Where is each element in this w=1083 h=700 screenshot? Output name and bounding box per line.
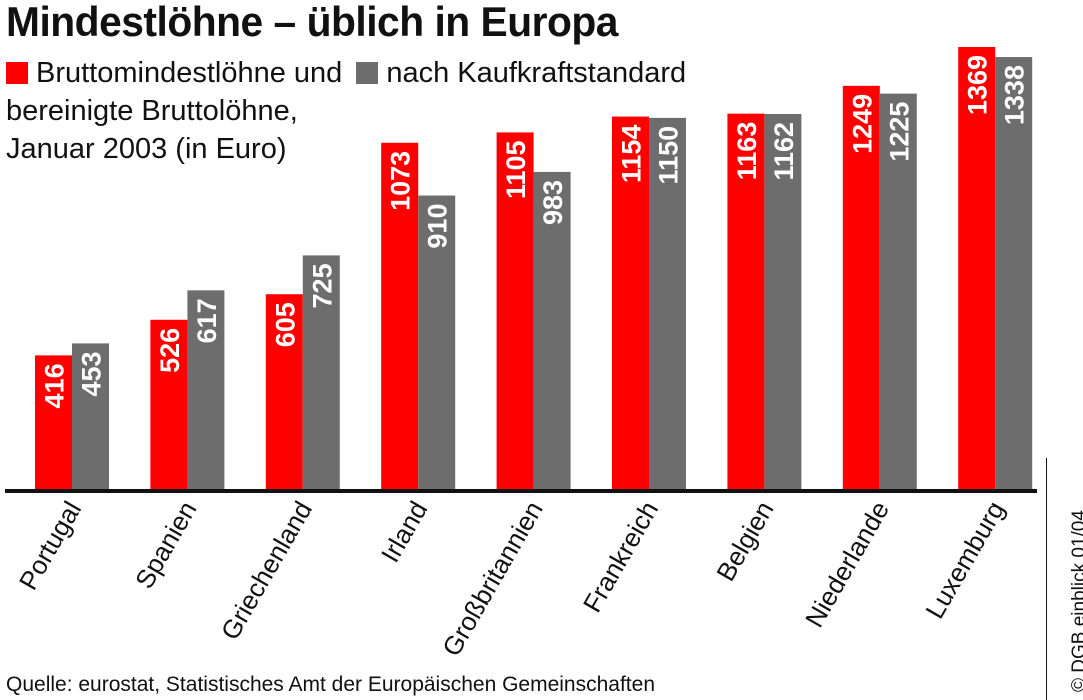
value-label-kaufkraft-6: 1162 bbox=[769, 122, 799, 181]
bar-kaufkraft-1 bbox=[187, 290, 225, 490]
bar-kaufkraft-2 bbox=[302, 255, 340, 490]
value-label-brutto-4: 1105 bbox=[501, 140, 531, 199]
bar-brutto-2 bbox=[265, 294, 303, 490]
value-label-brutto-8: 1369 bbox=[963, 55, 993, 115]
bar-brutto-1 bbox=[150, 319, 188, 490]
category-label-3: Irland bbox=[375, 496, 434, 567]
legend-row-1: Bruttomindestlöhne und nach Kaufkraftsta… bbox=[6, 54, 686, 92]
bar-brutto-8 bbox=[958, 47, 996, 490]
value-label-kaufkraft-4: 983 bbox=[538, 180, 568, 225]
value-label-brutto-7: 1249 bbox=[847, 94, 877, 154]
bar-kaufkraft-0 bbox=[72, 343, 109, 490]
legend-swatch-brutto bbox=[6, 62, 28, 84]
value-label-kaufkraft-1: 617 bbox=[192, 298, 222, 343]
value-label-kaufkraft-2: 725 bbox=[307, 263, 337, 308]
legend-label-kaufkraft: nach Kaufkraftstandard bbox=[386, 57, 687, 89]
bar-kaufkraft-6 bbox=[764, 113, 802, 490]
category-label-0: Portugal bbox=[13, 496, 87, 595]
bar-brutto-5 bbox=[612, 116, 649, 490]
bar-brutto-3 bbox=[381, 142, 419, 490]
bar-kaufkraft-7 bbox=[879, 93, 917, 490]
value-label-brutto-2: 605 bbox=[270, 302, 300, 347]
category-label-7: Niederlande bbox=[799, 496, 895, 632]
bar-brutto-4 bbox=[496, 132, 534, 491]
value-label-kaufkraft-3: 910 bbox=[423, 204, 453, 249]
value-label-brutto-5: 1154 bbox=[617, 125, 647, 184]
bar-kaufkraft-3 bbox=[418, 195, 456, 490]
value-label-brutto-1: 526 bbox=[155, 328, 185, 373]
legend-swatch-kaufkraft bbox=[356, 62, 379, 84]
value-label-brutto-0: 416 bbox=[40, 363, 70, 408]
source-note: Quelle: eurostat, Statistisches Amt der … bbox=[6, 673, 656, 696]
bar-kaufkraft-4 bbox=[533, 171, 571, 490]
credit-divider bbox=[1046, 458, 1047, 700]
category-label-5: Frankreich bbox=[577, 496, 664, 617]
bar-brutto-6 bbox=[727, 113, 765, 490]
legend-text-line-2: bereinigte Bruttolöhne, bbox=[6, 95, 298, 127]
category-label-6: Belgien bbox=[710, 496, 779, 586]
value-label-brutto-3: 1073 bbox=[386, 151, 416, 211]
bar-kaufkraft-5 bbox=[649, 117, 686, 490]
bar-brutto-7 bbox=[842, 85, 880, 490]
copyright-note: © DGB einblick 01/04 bbox=[1069, 510, 1083, 692]
chart-title: Mindestlöhne – üblich in Europa bbox=[6, 0, 618, 45]
category-label-2: Griechenland bbox=[215, 496, 318, 645]
legend-label-brutto: Bruttomindestlöhne und bbox=[36, 57, 343, 89]
bar-kaufkraft-8 bbox=[995, 57, 1033, 491]
legend: Bruttomindestlöhne und nach Kaufkraftsta… bbox=[6, 54, 686, 168]
value-label-kaufkraft-8: 1338 bbox=[1000, 65, 1030, 125]
value-label-brutto-6: 1163 bbox=[732, 122, 762, 181]
category-label-8: Luxemburg bbox=[919, 496, 1010, 624]
value-label-kaufkraft-5: 1150 bbox=[654, 126, 684, 185]
category-label-4: Großbritannien bbox=[436, 496, 549, 661]
legend-text-line-3: Januar 2003 (in Euro) bbox=[6, 133, 287, 165]
value-label-kaufkraft-7: 1225 bbox=[884, 102, 914, 162]
category-label-1: Spanien bbox=[129, 496, 203, 594]
bar-brutto-0 bbox=[35, 355, 72, 490]
value-label-kaufkraft-0: 453 bbox=[77, 351, 107, 396]
